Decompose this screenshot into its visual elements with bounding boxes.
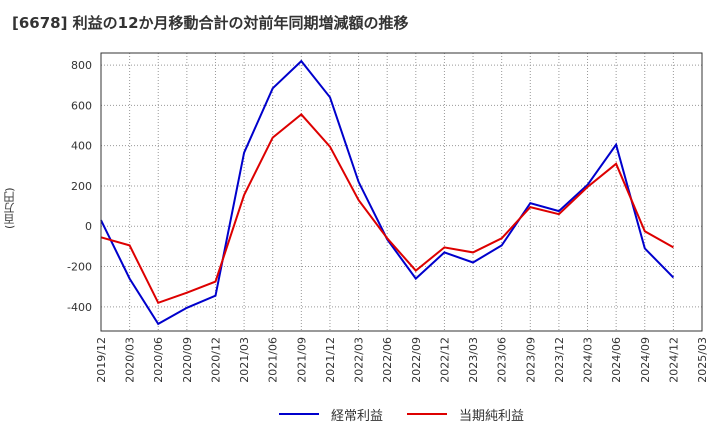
y-tick-label: 0 bbox=[85, 220, 92, 233]
x-tick-label: 2020/03 bbox=[124, 337, 137, 383]
x-tick-label: 2019/12 bbox=[95, 337, 108, 383]
plot-border bbox=[100, 52, 703, 332]
x-tick-label: 2025/03 bbox=[696, 337, 709, 383]
y-tick-label: -200 bbox=[67, 261, 92, 274]
grid-layer bbox=[100, 53, 703, 331]
x-tick-label: 2023/03 bbox=[467, 337, 480, 383]
legend-label-series-1: 当期純利益 bbox=[459, 408, 525, 424]
x-tick-label: 2020/12 bbox=[209, 337, 222, 383]
y-tick-label: 400 bbox=[71, 140, 92, 153]
x-tick-label: 2024/06 bbox=[610, 337, 623, 383]
x-tick-label: 2021/06 bbox=[267, 337, 280, 383]
y-tick-label: -400 bbox=[67, 301, 92, 314]
x-tick-label: 2022/03 bbox=[353, 337, 366, 383]
legend-item-series-1: 当期純利益 bbox=[407, 404, 524, 424]
legend-item-series-0: 経常利益 bbox=[279, 404, 383, 424]
x-tick-label: 2023/06 bbox=[496, 337, 509, 383]
x-tick-label: 2024/09 bbox=[639, 337, 652, 383]
x-tick-label: 2021/12 bbox=[324, 337, 337, 383]
x-tick-label: 2023/09 bbox=[524, 337, 537, 383]
legend-label-series-0: 経常利益 bbox=[331, 408, 384, 424]
x-tick-label: 2021/03 bbox=[238, 337, 251, 383]
x-tick-label: 2022/09 bbox=[410, 337, 423, 383]
y-tick-label: 600 bbox=[71, 99, 92, 112]
y-tick-label: 800 bbox=[71, 59, 92, 72]
x-tick-label: 2021/09 bbox=[295, 337, 308, 383]
chart-title: [6678] 利益の12か月移動合計の対前年同期増減額の推移 bbox=[12, 14, 409, 32]
x-tick-label: 2023/12 bbox=[553, 337, 566, 383]
series-line-1 bbox=[100, 113, 674, 305]
series-layer bbox=[100, 59, 675, 326]
x-tick-label: 2020/09 bbox=[181, 337, 194, 383]
y-tick-label: 200 bbox=[71, 180, 92, 193]
x-tick-label: 2020/06 bbox=[152, 337, 165, 383]
x-tick-label: 2022/06 bbox=[381, 337, 394, 383]
legend-swatch-series-0 bbox=[279, 413, 319, 415]
x-tick-label: 2022/12 bbox=[438, 337, 451, 383]
x-tick-label: 2024/03 bbox=[582, 337, 595, 383]
legend-swatch-series-1 bbox=[407, 413, 447, 415]
x-tick-label: 2024/12 bbox=[667, 337, 680, 383]
axis-layer: 800 600 400 200 0 -200 -400 2019/12 2020/03 2020/… bbox=[67, 52, 709, 383]
